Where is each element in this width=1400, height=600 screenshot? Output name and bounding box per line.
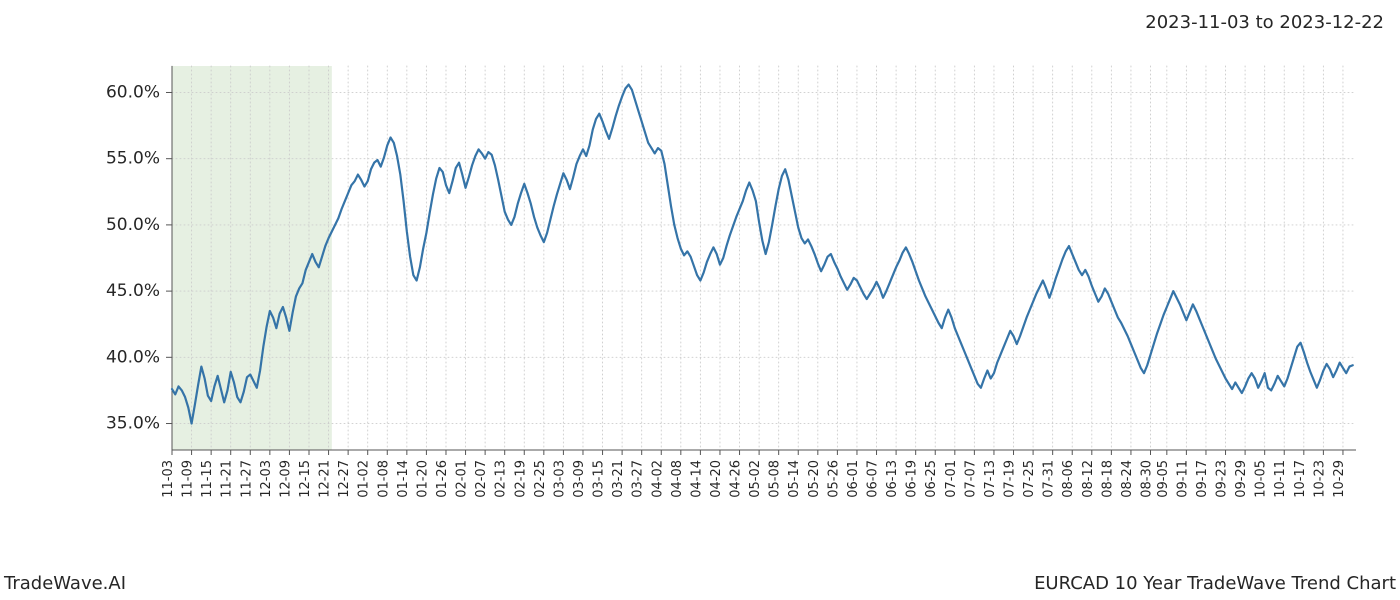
x-tick-label: 10-05 xyxy=(1254,460,1269,498)
x-tick-label: 08-12 xyxy=(1081,460,1096,498)
x-tick-label: 03-15 xyxy=(592,460,607,498)
x-tick-label: 01-02 xyxy=(357,460,372,498)
y-tick-label: 60.0% xyxy=(106,82,160,102)
x-tick-label: 01-26 xyxy=(435,460,450,498)
x-tick-label: 03-09 xyxy=(572,460,587,498)
x-tick-label: 08-06 xyxy=(1061,460,1076,498)
x-tick-label: 04-08 xyxy=(670,460,685,498)
x-tick-label: 06-13 xyxy=(885,460,900,498)
x-tick-label: 10-29 xyxy=(1332,460,1347,498)
x-tick-label: 12-15 xyxy=(298,460,313,498)
x-tick-label: 10-23 xyxy=(1312,460,1327,498)
x-tick-label: 02-19 xyxy=(513,460,528,498)
y-tick-label: 50.0% xyxy=(106,215,160,235)
x-tick-label: 04-20 xyxy=(709,460,724,498)
x-tick-label: 09-23 xyxy=(1215,460,1230,498)
x-tick-label: 05-20 xyxy=(807,460,822,498)
x-tick-label: 04-14 xyxy=(689,460,704,498)
x-tick-label: 01-14 xyxy=(396,460,411,498)
x-tick-label: 08-30 xyxy=(1140,460,1155,498)
x-tick-label: 08-24 xyxy=(1120,460,1135,498)
x-tick-label: 11-21 xyxy=(220,460,235,498)
x-tick-label: 03-21 xyxy=(611,460,626,498)
x-tick-label: 10-17 xyxy=(1293,460,1308,498)
x-tick-label: 12-21 xyxy=(318,460,333,498)
x-tick-label: 03-03 xyxy=(552,460,567,498)
x-tick-label: 06-25 xyxy=(924,460,939,498)
x-tick-label: 12-03 xyxy=(259,460,274,498)
chart-title-label: EURCAD 10 Year TradeWave Trend Chart xyxy=(1034,573,1396,594)
y-tick-label: 35.0% xyxy=(106,414,160,434)
x-tick-label: 01-08 xyxy=(376,460,391,498)
x-tick-label: 06-07 xyxy=(866,460,881,498)
date-range-label: 2023-11-03 to 2023-12-22 xyxy=(1145,12,1384,33)
x-tick-label: 09-17 xyxy=(1195,460,1210,498)
x-tick-label: 05-14 xyxy=(787,460,802,498)
x-tick-label: 09-05 xyxy=(1156,460,1171,498)
x-tick-label: 07-31 xyxy=(1042,460,1057,498)
x-tick-label: 07-01 xyxy=(944,460,959,498)
x-tick-label: 04-02 xyxy=(650,460,665,498)
x-tick-label: 01-20 xyxy=(415,460,430,498)
x-tick-label: 12-09 xyxy=(278,460,293,498)
x-tick-label: 02-07 xyxy=(474,460,489,498)
x-tick-label: 05-02 xyxy=(748,460,763,498)
x-tick-label: 10-11 xyxy=(1273,460,1288,498)
y-tick-label: 45.0% xyxy=(106,281,160,301)
y-tick-label: 55.0% xyxy=(106,149,160,169)
y-tick-label: 40.0% xyxy=(106,347,160,367)
x-tick-label: 07-19 xyxy=(1003,460,1018,498)
x-tick-label: 09-29 xyxy=(1234,460,1249,498)
x-tick-label: 11-27 xyxy=(239,460,254,498)
x-tick-label: 06-01 xyxy=(846,460,861,498)
trend-chart: 35.0% 40.0% 45.0% 50.0% 55.0% 60.0% 11-03 11-09… xyxy=(90,60,1370,510)
x-tick-label: 11-15 xyxy=(200,460,215,498)
x-tick-label: 04-26 xyxy=(729,460,744,498)
brand-label: TradeWave.AI xyxy=(4,573,126,594)
x-tick-label: 08-18 xyxy=(1100,460,1115,498)
x-tick-label: 05-26 xyxy=(826,460,841,498)
x-tick-label: 07-13 xyxy=(983,460,998,498)
x-tick-label: 07-25 xyxy=(1022,460,1037,498)
x-tick-label: 02-25 xyxy=(533,460,548,498)
x-tick-label: 03-27 xyxy=(631,460,646,498)
x-tick-label: 07-07 xyxy=(963,460,978,498)
x-tick-label: 11-09 xyxy=(181,460,196,498)
x-tick-label: 06-19 xyxy=(905,460,920,498)
x-tick-label: 02-01 xyxy=(455,460,470,498)
x-tick-label: 11-03 xyxy=(161,460,176,498)
x-tick-label: 05-08 xyxy=(768,460,783,498)
x-tick-label: 12-27 xyxy=(337,460,352,498)
x-tick-label: 09-11 xyxy=(1175,460,1190,498)
x-tick-label: 02-13 xyxy=(494,460,509,498)
chart-svg: 35.0% 40.0% 45.0% 50.0% 55.0% 60.0% 11-03 11-09… xyxy=(90,60,1370,510)
